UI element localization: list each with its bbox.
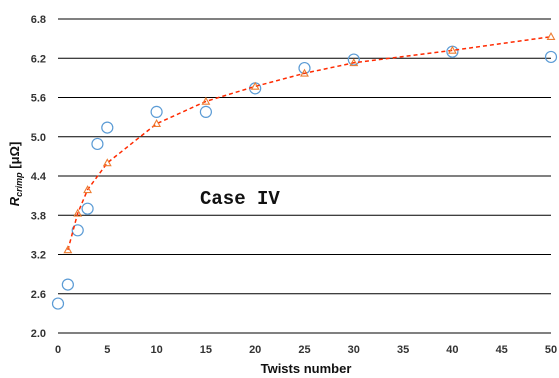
data-point-triangle	[250, 81, 260, 90]
y-tick-label: 5.6	[31, 93, 46, 105]
y-tick-label: 5.0	[31, 132, 46, 144]
x-tick-label: 25	[298, 344, 310, 356]
data-point-circle	[199, 105, 212, 118]
trend-line	[67, 35, 552, 251]
x-tick-label: 45	[496, 344, 508, 356]
data-point-triangle	[102, 158, 112, 167]
data-point-triangle	[546, 32, 556, 41]
x-tick-label: 40	[446, 344, 458, 356]
x-tick-label: 20	[249, 344, 261, 356]
data-point-circle	[61, 278, 74, 291]
y-tick-label: 6.2	[31, 53, 46, 65]
y-tick-label: 2.0	[31, 328, 46, 340]
series-circle	[51, 45, 558, 310]
y-tick-label: 4.4	[31, 171, 47, 183]
series-layer	[51, 32, 558, 310]
x-tick-label: 30	[348, 344, 360, 356]
y-axis-label-main: R	[7, 196, 22, 206]
data-point-circle	[51, 297, 65, 310]
x-axis-label: Twists number	[261, 361, 352, 376]
data-point-circle	[81, 202, 94, 215]
data-point-circle	[347, 53, 360, 66]
data-point-triangle	[63, 245, 73, 254]
data-point-circle	[544, 50, 558, 64]
x-tick-labels: 0 5 10 15 20 25 30 35 40 45 50	[55, 344, 557, 356]
data-point-circle	[101, 121, 114, 134]
data-point-triangle	[201, 96, 211, 105]
x-tick-label: 35	[397, 344, 409, 356]
data-point-triangle	[300, 68, 309, 77]
data-point-circle	[150, 105, 163, 118]
data-point-triangle	[83, 185, 93, 194]
data-point-triangle	[447, 45, 457, 54]
x-tick-label: 5	[104, 344, 110, 356]
y-axis-label-unit: [μΩ]	[7, 142, 22, 173]
x-tick-label: 10	[150, 344, 162, 356]
data-point-triangle	[73, 208, 83, 217]
x-tick-label: 0	[55, 344, 61, 356]
data-point-triangle	[152, 119, 162, 128]
data-point-triangle	[349, 58, 359, 67]
x-tick-label: 15	[200, 344, 212, 356]
y-tick-label: 3.2	[31, 250, 46, 262]
y-axis-label-sub: crimp	[14, 172, 24, 197]
series-triangle	[63, 32, 556, 254]
data-point-circle	[71, 224, 84, 237]
y-tick-labels: 2.0 2.6 3.2 3.8 4.4 5.0 5.6 6.2 6.8	[31, 14, 47, 340]
y-axis-label: Rcrimp [μΩ]	[7, 142, 24, 207]
data-point-circle	[298, 61, 311, 75]
gridlines	[58, 18, 551, 334]
case-annotation: Case IV	[200, 188, 280, 210]
y-tick-label: 6.8	[31, 14, 46, 26]
data-point-circle	[91, 137, 104, 151]
x-tick-label: 50	[545, 344, 557, 356]
y-tick-label: 2.6	[31, 289, 46, 301]
y-tick-label: 3.8	[31, 210, 46, 222]
